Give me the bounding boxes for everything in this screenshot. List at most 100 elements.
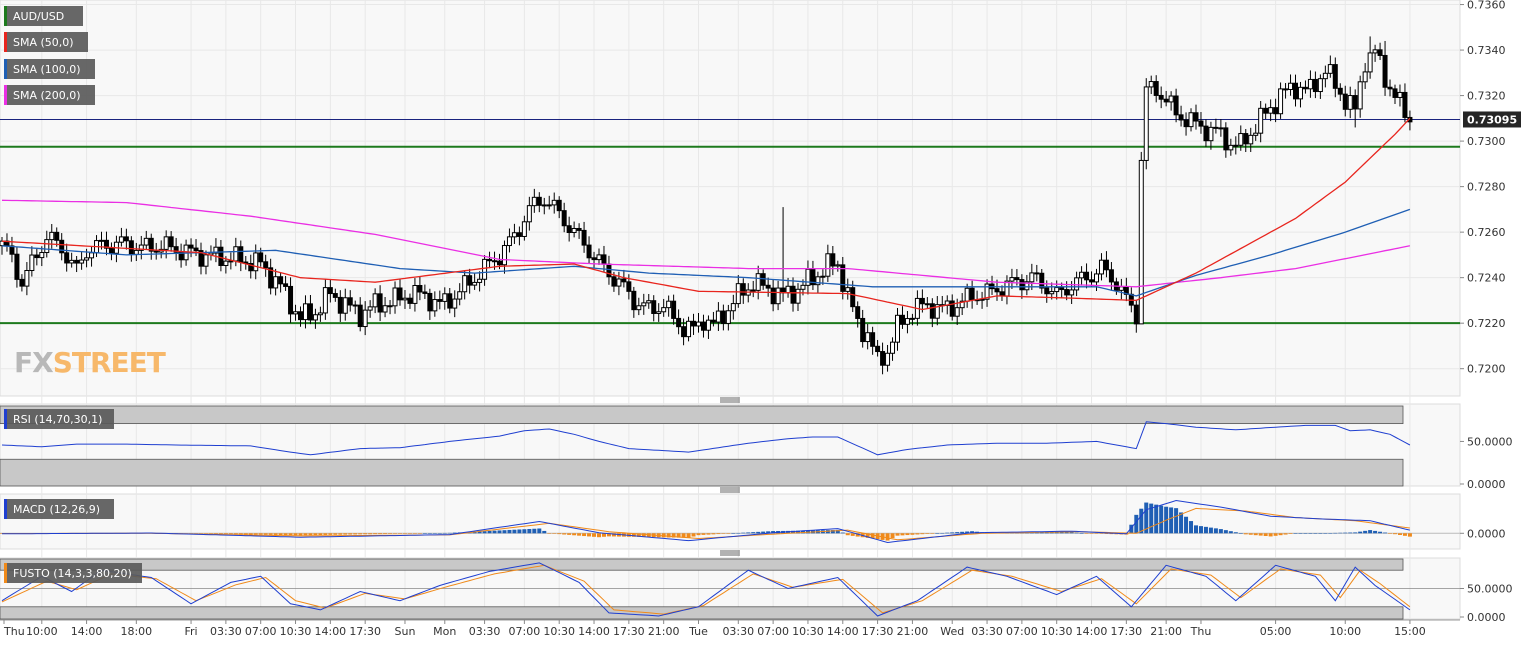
candle-body-bearish [1203,125,1209,142]
legend-macd-box[interactable] [4,499,114,519]
candle [64,243,70,272]
candle-body-bearish [487,258,493,262]
candle-body-bearish [407,297,413,304]
candle-body-bullish [1248,134,1254,145]
current-price-tag [1463,111,1521,128]
macd-histogram-bar [1393,533,1397,535]
candle-body-bearish [631,290,637,311]
panel-resize-handle[interactable] [720,397,740,403]
macd-histogram-bar [756,531,761,534]
candle-body-bearish [720,310,726,324]
candle [168,231,174,252]
candle [1392,84,1398,104]
candle [661,298,667,317]
macd-panel-background [0,493,1461,550]
macd-histogram-bar [1238,533,1243,534]
legend-sma-200-box[interactable] [4,85,95,105]
x-tick-label: 10:30 [280,625,312,638]
candle [895,308,900,351]
macd-histogram-bar [796,530,800,534]
legend-macd[interactable]: MACD (12,26,9) [4,499,114,519]
legend-sma-100[interactable]: SMA (100,0) [4,59,95,79]
macd-histogram-bar [1189,521,1194,534]
macd-histogram-bar [1134,514,1139,534]
x-tick-label: Wed [940,625,964,638]
candle-body-bearish [1059,287,1065,291]
x-tick-label: 07:00 [757,625,789,638]
candle-body-bearish [54,231,60,241]
legend-sma-50[interactable]: SMA (50,0) [4,32,88,52]
candle-body-bullish [99,239,104,242]
candle [1238,125,1244,151]
candle [919,289,925,313]
macd-histogram-bar [920,533,925,535]
macd-histogram-bar [417,533,422,534]
macd-histogram-bar [427,533,432,534]
candle-body-bullish [735,283,741,305]
candle [412,278,418,312]
x-tick-label: 21:00 [1150,625,1182,638]
candle-body-bullish [984,283,990,300]
y-tick-label: 0.7260 [1467,226,1506,239]
candle-body-bearish [397,287,403,301]
candle [69,252,75,268]
candle-body-bullish [1347,95,1353,110]
candle-body-bearish [497,260,502,266]
macd-histogram-bar [283,533,288,536]
candle [1233,136,1239,155]
macd-histogram-bar [935,533,940,534]
macd-histogram-bar [1144,502,1149,534]
legend-fusto-box[interactable] [4,563,142,583]
macd-histogram-bar [1074,532,1079,534]
legend-rsi-box[interactable] [4,409,114,429]
macd-histogram-bar [328,533,333,535]
candle-body-bullish [118,236,124,243]
candle-body-bullish [1049,291,1055,295]
macd-histogram-bar [1323,533,1328,534]
candle [676,309,682,335]
candle [1297,81,1303,108]
x-tick-label: 03:30 [210,625,242,638]
panel-resize-handle[interactable] [720,487,740,493]
candle [312,308,318,329]
candle [198,242,204,275]
candle-body-bearish [556,199,562,212]
legend-fusto[interactable]: FUSTO (14,3,3,80,20) [4,563,142,583]
candle-body-bearish [283,283,289,287]
macd-histogram-bar [527,528,532,534]
legend-sma-100-label: SMA (100,0) [13,63,81,76]
macd-histogram-bar [268,533,273,535]
candle-body-bullish [39,252,45,259]
legend-sma-50-box[interactable] [4,32,88,52]
candle-body-bearish [1153,81,1159,96]
candle-body-bearish [1178,114,1184,121]
macd-histogram-bar [900,533,905,536]
panel-resize-handle[interactable] [720,550,740,556]
candle-body-bearish [1402,91,1408,118]
candle [1188,108,1194,132]
candle [437,290,443,310]
candle-body-bullish [472,281,478,286]
candle-body-bearish [1014,277,1020,281]
candle [1208,121,1214,150]
candle [148,233,154,260]
candle-body-bullish [1233,144,1239,147]
candle [248,254,254,279]
legend-symbol[interactable]: AUD/USD [4,6,83,26]
candle-body-bullish [1069,289,1075,296]
legend-rsi[interactable]: RSI (14,70,30,1) [4,409,114,429]
legend-symbol-box[interactable] [4,6,83,26]
candle [34,249,40,266]
legend-sma-200[interactable]: SMA (200,0) [4,85,95,105]
legend-sma-100-box[interactable] [4,59,95,79]
candle-body-bullish [143,237,149,246]
candle [362,301,368,336]
legend-fusto-swatch [4,563,7,583]
macd-histogram-bar [965,531,970,534]
macd-histogram-bar [353,533,358,535]
macd-histogram-bar [487,530,492,534]
macd-histogram-bar [950,532,955,534]
macd-histogram-bar [1218,529,1223,534]
candle-body-bearish [153,250,159,253]
candle [1059,282,1065,298]
